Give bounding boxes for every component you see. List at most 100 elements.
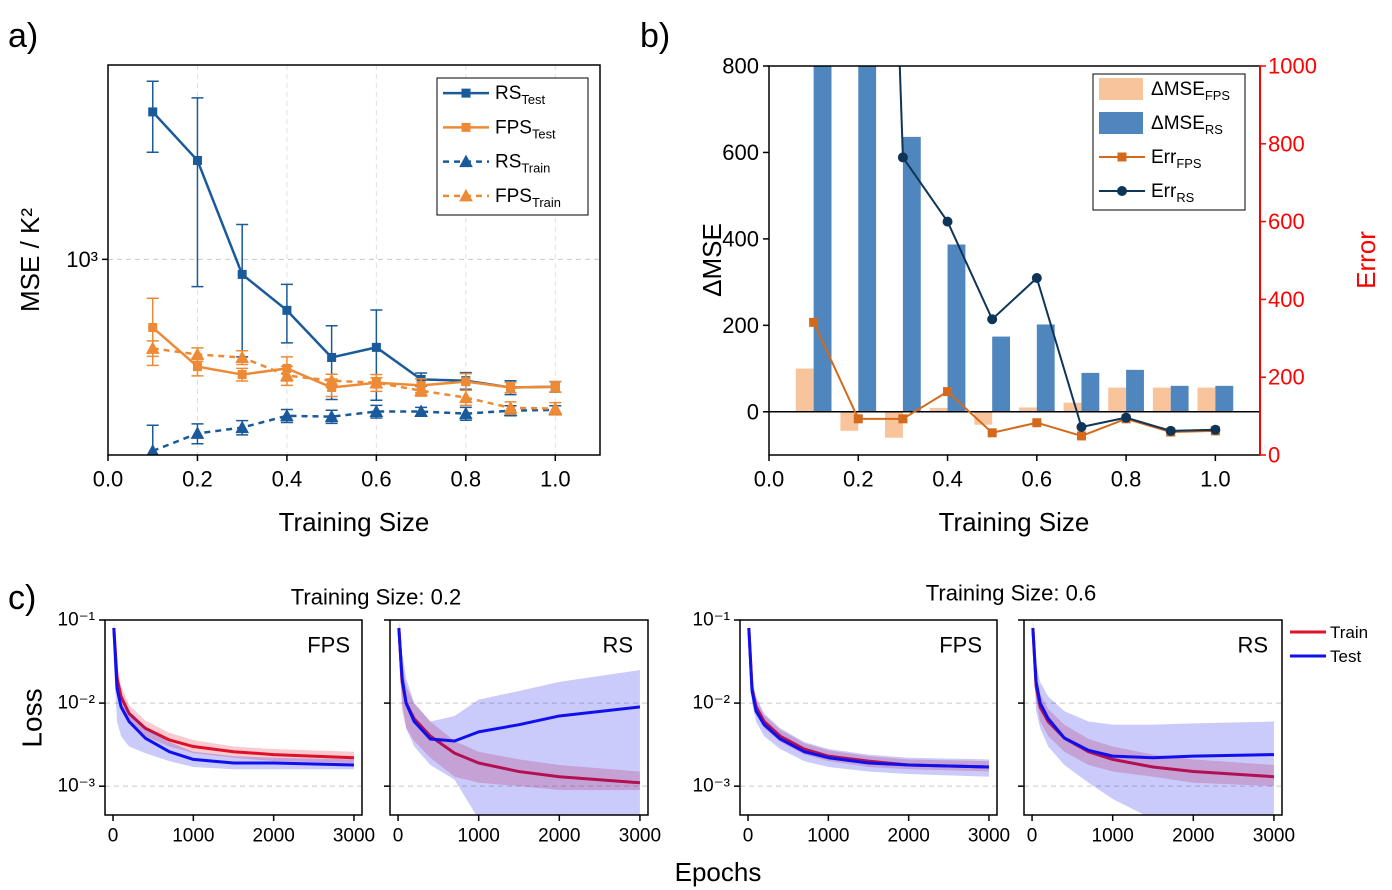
y2-tick-label: 800 [1268,131,1305,156]
plot-area [145,80,563,455]
legend-marker [461,88,471,98]
legend-subscript: RS [1176,190,1194,205]
marker [461,377,471,387]
marker [237,269,247,279]
y2-tick-label: 0 [1268,443,1280,468]
legend-label: FPSTrain [495,185,561,209]
marker [550,382,560,392]
confidence-band [748,620,989,777]
y-tick-label: 10⁻¹ [58,610,96,631]
panel: 0 1000 2000 3000 10⁻¹ 10⁻² 10⁻³ c) Training Size… [8,579,761,887]
legend-label: Train [1330,623,1368,642]
bar [795,368,814,412]
x-tick-label: 1.0 [540,467,571,492]
bar [1081,372,1100,412]
y2-axis-label: Error [1351,231,1381,289]
axes-frame [389,619,649,816]
subplot-annotation: FPS [307,633,350,658]
x-tick-label: 0.6 [1022,467,1053,492]
line [152,408,556,453]
y-tick-label: 400 [722,226,759,251]
x-tick-label: 0 [743,826,754,847]
marker [1032,418,1042,428]
panel: 0 1000 2000 3000 10⁻¹ 10⁻² 10⁻³ Training Size: … [693,581,1097,847]
legend-label: FPSTest [495,117,556,141]
y-tick-label: 10⁻³ [58,776,96,797]
y2-tick-label: 200 [1268,365,1305,390]
y-tick-label: 10⁻² [58,693,96,714]
bar [1126,369,1144,412]
marker [190,347,205,360]
legend-name: RS [495,151,521,172]
bar [929,407,948,412]
confidence-band [398,620,640,790]
marker [280,368,294,382]
legend-label: ΔMSERS [1151,113,1223,137]
axes-frame [739,619,998,816]
x-tick-label: 0.6 [361,467,392,492]
subplot-group-title: Training Size: 0.2 [291,585,461,610]
marker [1031,273,1042,284]
plot-area [1031,620,1275,815]
marker [898,414,908,424]
y-tick-label: 0 [747,399,759,424]
x-axis-label: Epochs [675,857,762,887]
line [112,627,355,760]
marker [371,342,381,352]
marker [548,401,563,415]
legend-marker [1117,186,1127,196]
bar [1036,324,1055,412]
y-tick-label: 10⁻² [693,693,731,714]
y-tick-label: 600 [722,140,759,165]
y-axis-label: Loss [17,688,48,747]
legend-marker [461,122,471,132]
legend-subscript: RS [1205,122,1223,137]
marker [943,387,953,397]
legend-box [436,77,589,216]
x-tick-label: 0.0 [754,467,785,492]
line [112,627,355,767]
legend-subscript: FPS [1205,88,1230,103]
line [1031,627,1274,760]
marker [192,155,202,165]
marker [503,400,518,414]
marker [897,152,908,163]
x-tick-label: 0.2 [182,467,213,492]
marker [148,107,158,117]
error-bar [236,223,249,358]
line [898,66,1216,432]
panel: 0 1000 2000 3000 RS Train Test [1018,619,1368,847]
plot-area [769,66,1260,441]
marker [237,370,247,380]
x-axis-label: Training Size [939,507,1090,537]
legend-name: Test [1330,647,1361,666]
marker [192,362,202,372]
panel: 0.0 0.2 0.4 0.6 0.8 1.0 0 200 400 600 800 0 200 400 60… [640,17,1381,537]
subplot-group-title: Training Size: 0.6 [926,581,1096,606]
subplot-annotation: RS [602,633,633,658]
x-tick-label: 1000 [807,826,849,847]
legend-label: RSTrain [495,151,550,175]
plot-area [397,620,641,815]
x-tick-label: 1.0 [1200,467,1231,492]
y-tick-label: 10³ [66,247,98,272]
marker [1076,421,1087,432]
legend-marker [1117,152,1127,162]
x-tick-label: 3000 [1253,826,1295,847]
confidence-band [398,620,640,815]
x-tick-label: 0.4 [272,467,303,492]
legend-label: ErrFPS [1151,147,1202,171]
legend-name: ΔMSE [1151,79,1205,100]
confidence-band [1032,620,1274,787]
legend-label: ErrRS [1151,181,1195,205]
bar [1108,387,1127,412]
error-bar [146,80,159,154]
x-tick-label: 0.8 [1111,467,1142,492]
y2-tick-label: 1000 [1268,54,1317,79]
legend-label: ΔMSEFPS [1151,79,1230,103]
y-axis-label: MSE / K² [15,208,45,312]
legend-name: Train [1330,623,1368,642]
bar [1215,385,1234,412]
marker [369,404,384,418]
